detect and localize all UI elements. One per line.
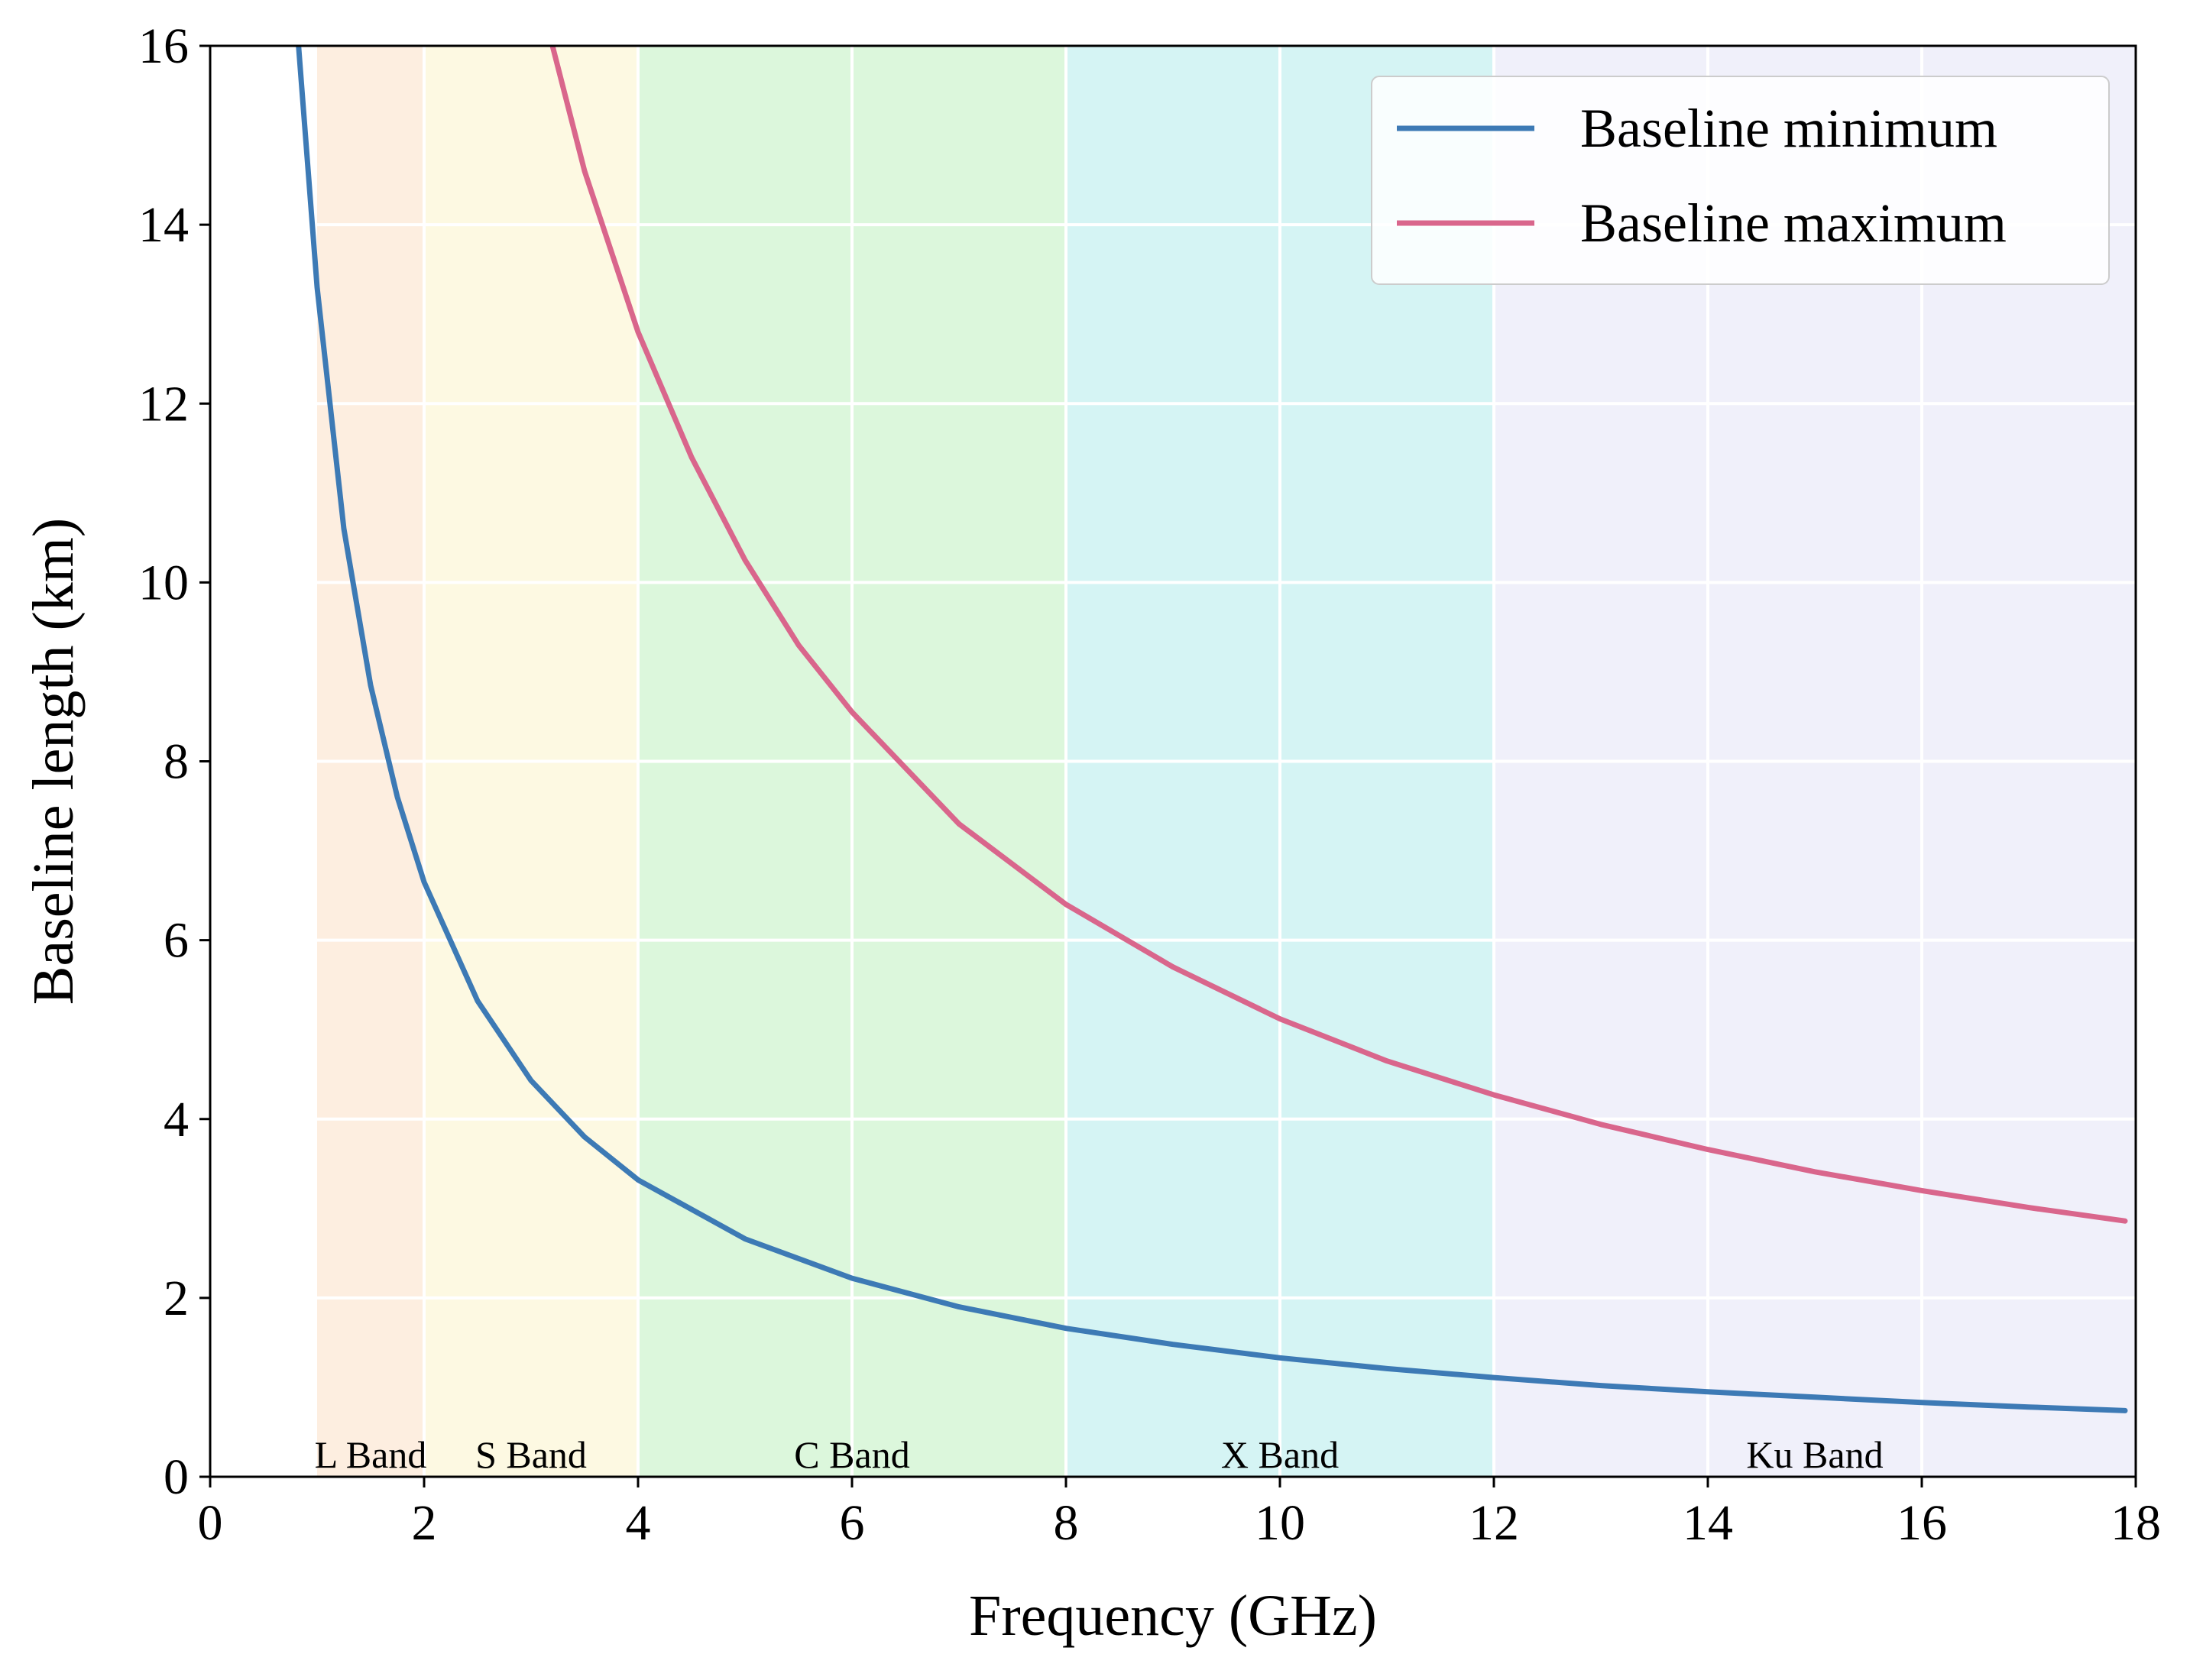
y-tick-label-8: 8 (164, 734, 189, 790)
y-tick-label-16: 16 (138, 18, 189, 74)
series-line-baseline-maximum (549, 46, 2128, 1224)
legend-box (1371, 76, 2110, 285)
legend: Baseline minimum Baseline maximum (1371, 76, 2110, 285)
y-tick-label-4: 4 (164, 1092, 189, 1148)
legend-label-baseline-maximum: Baseline maximum (1580, 193, 2007, 254)
band-label-l-band: L Band (315, 1433, 427, 1476)
x-tick-label-2: 2 (412, 1495, 437, 1551)
x-tick-label-12: 12 (1469, 1495, 1519, 1551)
x-axis-label: Frequency (GHz) (969, 1584, 1377, 1648)
band-label-x-band: X Band (1221, 1433, 1339, 1476)
x-tick-label-4: 4 (626, 1495, 651, 1551)
x-tick-label-14: 14 (1683, 1495, 1733, 1551)
x-tick-label-0: 0 (198, 1495, 223, 1551)
y-tick-label-12: 12 (138, 376, 189, 432)
y-tick-label-6: 6 (164, 913, 189, 969)
x-tick-label-18: 18 (2111, 1495, 2161, 1551)
band-label-s-band: S Band (475, 1433, 587, 1476)
y-tick-label-14: 14 (138, 197, 189, 253)
series-line-baseline-minimum (296, 46, 2128, 1413)
x-tick-label-16: 16 (1897, 1495, 1947, 1551)
band-label-ku-band: Ku Band (1746, 1433, 1883, 1476)
x-tick-label-10: 10 (1255, 1495, 1305, 1551)
legend-label-baseline-minimum: Baseline minimum (1580, 98, 1997, 159)
band-label-c-band: C Band (794, 1433, 909, 1476)
y-tick-label-0: 0 (164, 1449, 189, 1505)
y-axis-label: Baseline length (km) (21, 518, 86, 1005)
y-tick-label-2: 2 (164, 1271, 189, 1326)
x-tick-label-6: 6 (840, 1495, 865, 1551)
y-tick-label-10: 10 (138, 555, 189, 610)
x-tick-label-8: 8 (1054, 1495, 1079, 1551)
